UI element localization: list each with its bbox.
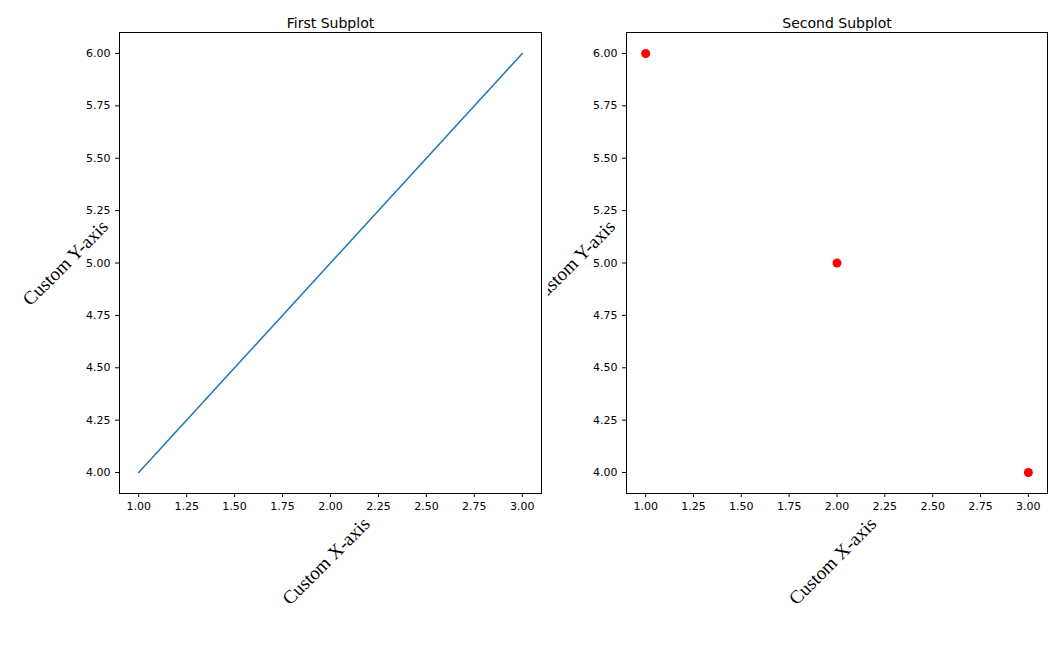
svg-text:4.25: 4.25 (86, 414, 111, 427)
svg-text:4.75: 4.75 (86, 309, 111, 322)
svg-text:2.75: 2.75 (968, 500, 993, 513)
svg-text:5.25: 5.25 (593, 204, 618, 217)
svg-text:1.50: 1.50 (222, 500, 247, 513)
svg-text:3.00: 3.00 (1016, 500, 1041, 513)
svg-text:Custom X-axis: Custom X-axis (784, 513, 880, 609)
svg-text:2.25: 2.25 (366, 500, 391, 513)
svg-text:Second Subplot: Second Subplot (782, 15, 892, 31)
svg-text:2.75: 2.75 (462, 500, 487, 513)
svg-text:Custom Y-axis: Custom Y-axis (18, 216, 112, 310)
svg-text:4.50: 4.50 (86, 361, 111, 374)
svg-text:5.00: 5.00 (593, 257, 618, 270)
svg-text:5.50: 5.50 (593, 152, 618, 165)
svg-text:6.00: 6.00 (86, 47, 111, 60)
svg-text:5.50: 5.50 (86, 152, 111, 165)
svg-text:2.50: 2.50 (920, 500, 945, 513)
svg-text:2.50: 2.50 (414, 500, 439, 513)
svg-text:1.75: 1.75 (777, 500, 802, 513)
svg-text:5.00: 5.00 (86, 257, 111, 270)
svg-text:5.25: 5.25 (86, 204, 111, 217)
svg-text:1.25: 1.25 (681, 500, 706, 513)
svg-text:2.00: 2.00 (318, 500, 343, 513)
svg-text:1.00: 1.00 (126, 500, 151, 513)
svg-text:Custom Y-axis: Custom Y-axis (548, 216, 619, 310)
svg-text:5.75: 5.75 (86, 99, 111, 112)
svg-text:2.25: 2.25 (873, 500, 898, 513)
svg-text:2.00: 2.00 (825, 500, 850, 513)
svg-text:First Subplot: First Subplot (287, 15, 375, 31)
svg-text:5.75: 5.75 (593, 99, 618, 112)
svg-text:4.75: 4.75 (593, 309, 618, 322)
svg-text:1.00: 1.00 (633, 500, 658, 513)
svg-text:1.25: 1.25 (174, 500, 199, 513)
svg-text:4.50: 4.50 (593, 361, 618, 374)
svg-text:4.00: 4.00 (593, 466, 618, 479)
svg-text:4.25: 4.25 (593, 414, 618, 427)
svg-text:1.75: 1.75 (270, 500, 295, 513)
svg-text:4.00: 4.00 (86, 466, 111, 479)
svg-text:3.00: 3.00 (510, 500, 535, 513)
svg-text:Custom X-axis: Custom X-axis (278, 513, 374, 609)
svg-text:1.50: 1.50 (729, 500, 754, 513)
svg-text:6.00: 6.00 (593, 47, 618, 60)
